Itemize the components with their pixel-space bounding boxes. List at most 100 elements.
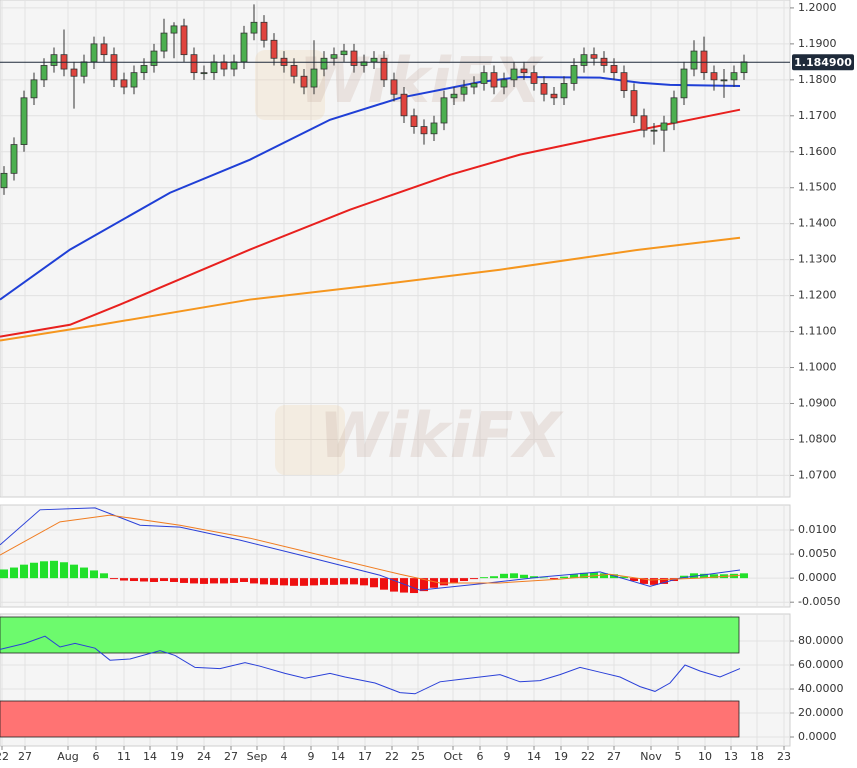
histogram-bar	[630, 578, 638, 582]
histogram-bar	[460, 578, 468, 582]
candle-body	[510, 68, 518, 81]
candle-body	[710, 72, 718, 81]
x-tick-label: 25	[411, 750, 425, 763]
candle-body	[80, 61, 88, 77]
candle-body	[230, 61, 238, 70]
x-tick-label: 27	[18, 750, 32, 763]
candle-body	[660, 122, 668, 131]
candle-body	[470, 83, 478, 88]
histogram-bar	[0, 569, 8, 579]
candle-body	[270, 39, 278, 59]
candle-body	[330, 54, 338, 59]
histogram-bar	[210, 578, 218, 584]
histogram-bar	[400, 578, 408, 593]
candle-body	[490, 72, 498, 88]
candle-body	[430, 122, 438, 135]
candle-body	[20, 97, 28, 145]
x-tick-label: 27	[607, 750, 621, 763]
histogram-bar	[140, 578, 148, 582]
plot-area	[0, 504, 791, 608]
histogram-bar	[380, 578, 388, 590]
x-tick-label: 14	[143, 750, 157, 763]
histogram-bar	[570, 574, 578, 579]
histogram-bar	[80, 567, 88, 579]
histogram-bar	[270, 578, 278, 585]
candle-body	[110, 54, 118, 81]
histogram-bar	[40, 561, 48, 579]
histogram-bar	[510, 573, 518, 579]
candle-body	[520, 68, 528, 74]
candle-body	[0, 172, 8, 189]
candle-body	[440, 97, 448, 124]
rsi-band	[0, 616, 740, 654]
histogram-bar	[650, 578, 658, 585]
histogram-bar	[60, 562, 68, 579]
x-tick-label: Nov	[640, 750, 662, 763]
candle-body	[30, 79, 38, 99]
y-tick-label: 20.0000	[798, 706, 844, 719]
candle-body	[320, 57, 328, 70]
histogram-bar	[300, 578, 308, 586]
candle-body	[40, 65, 48, 81]
x-tick-label: 27	[224, 750, 238, 763]
candle-body	[560, 83, 568, 99]
macd-line	[0, 507, 741, 591]
x-tick-label: 10	[698, 750, 712, 763]
histogram-bar	[100, 573, 108, 579]
y-tick-label: 0.0000	[798, 571, 837, 584]
x-tick-label: 9	[504, 750, 511, 763]
candle-body	[630, 90, 638, 117]
histogram-bar	[240, 578, 248, 582]
y-tick-label: 1.1300	[798, 253, 837, 266]
candle-body	[250, 21, 258, 34]
x-tick-label: 22	[581, 750, 595, 763]
candle-body	[570, 65, 578, 84]
histogram-bar	[520, 574, 528, 579]
candle-body	[670, 97, 678, 124]
x-tick-label: 9	[308, 750, 315, 763]
moving-average	[0, 108, 741, 338]
histogram-bar	[580, 572, 588, 579]
x-tick-label: 23	[777, 750, 791, 763]
y-tick-label: 1.1100	[798, 325, 837, 338]
candle-body	[460, 86, 468, 95]
histogram-bar	[600, 573, 608, 579]
histogram-bar	[170, 578, 178, 582]
histogram-bar	[220, 578, 228, 584]
y-tick-label: 40.0000	[798, 682, 844, 695]
candle-body	[310, 68, 318, 88]
candle-body	[640, 115, 648, 131]
candle-body	[540, 83, 548, 95]
candle-body	[590, 54, 598, 59]
candle-body	[400, 93, 408, 117]
histogram-bar	[740, 573, 748, 579]
watermark-logo	[255, 50, 325, 120]
candle-body	[580, 54, 588, 66]
histogram-bar	[490, 576, 498, 579]
histogram-bar	[50, 560, 58, 579]
candle-body	[550, 93, 558, 99]
histogram-bar	[330, 578, 338, 585]
candle-body	[300, 75, 308, 88]
candle-body	[100, 43, 108, 56]
y-tick-label: 80.0000	[798, 634, 844, 647]
y-tick-label: 60.0000	[798, 658, 844, 671]
x-tick-label: 11	[117, 750, 131, 763]
histogram-bar	[120, 578, 128, 581]
candle-body	[690, 50, 698, 70]
candle-body	[370, 57, 378, 63]
candle-body	[450, 93, 458, 99]
x-tick-label: 17	[358, 750, 372, 763]
histogram-bar	[320, 578, 328, 585]
histogram-bar	[280, 578, 288, 586]
y-tick-label: 0.0100	[798, 523, 837, 536]
x-tick-label: 14	[331, 750, 345, 763]
histogram-bar	[360, 578, 368, 586]
histogram-bar	[450, 578, 458, 583]
candle-body	[740, 61, 748, 74]
histogram-bar	[340, 578, 348, 585]
histogram-bar	[160, 578, 168, 582]
y-tick-label: 0.0050	[798, 547, 837, 560]
histogram-bar	[660, 578, 668, 584]
candle-body	[720, 79, 728, 82]
